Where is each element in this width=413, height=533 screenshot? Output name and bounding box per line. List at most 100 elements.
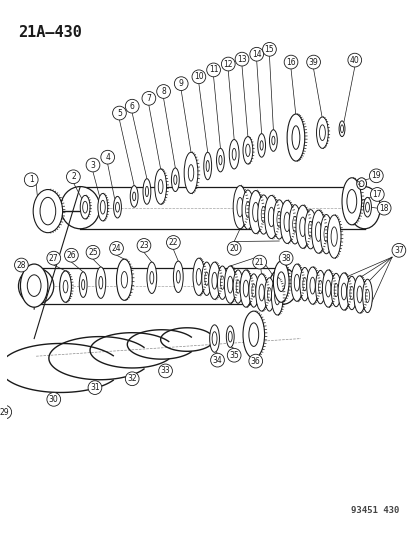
- Ellipse shape: [311, 210, 325, 253]
- Circle shape: [86, 245, 100, 259]
- Ellipse shape: [257, 134, 265, 157]
- Ellipse shape: [255, 274, 267, 311]
- Ellipse shape: [60, 187, 100, 229]
- Ellipse shape: [173, 261, 183, 293]
- Ellipse shape: [337, 273, 349, 310]
- Ellipse shape: [142, 179, 150, 204]
- Ellipse shape: [188, 165, 193, 181]
- Circle shape: [137, 239, 150, 252]
- Ellipse shape: [322, 270, 333, 307]
- Ellipse shape: [304, 209, 316, 249]
- Text: 38: 38: [281, 254, 290, 263]
- Circle shape: [210, 353, 224, 367]
- Ellipse shape: [217, 266, 227, 300]
- Ellipse shape: [158, 180, 163, 193]
- Ellipse shape: [346, 190, 356, 213]
- Circle shape: [279, 251, 292, 265]
- Circle shape: [262, 43, 275, 56]
- Ellipse shape: [268, 207, 274, 227]
- Ellipse shape: [280, 200, 293, 244]
- Ellipse shape: [245, 144, 249, 157]
- Ellipse shape: [319, 125, 325, 141]
- Text: 17: 17: [372, 190, 381, 199]
- Ellipse shape: [99, 277, 102, 289]
- Ellipse shape: [216, 148, 224, 172]
- Ellipse shape: [40, 197, 56, 225]
- Ellipse shape: [348, 187, 379, 229]
- Text: 10: 10: [194, 72, 203, 82]
- Circle shape: [252, 255, 266, 269]
- Ellipse shape: [33, 190, 62, 233]
- Text: 19: 19: [370, 171, 380, 180]
- Circle shape: [157, 85, 170, 99]
- Circle shape: [248, 354, 262, 368]
- Ellipse shape: [353, 276, 365, 313]
- Circle shape: [166, 236, 180, 249]
- Ellipse shape: [251, 284, 255, 297]
- Ellipse shape: [290, 264, 302, 301]
- Ellipse shape: [115, 203, 119, 212]
- Text: 28: 28: [17, 261, 26, 270]
- Ellipse shape: [346, 276, 356, 310]
- Ellipse shape: [19, 268, 54, 304]
- Ellipse shape: [171, 168, 179, 191]
- Circle shape: [125, 99, 139, 113]
- Ellipse shape: [338, 121, 344, 136]
- Circle shape: [376, 201, 390, 215]
- Ellipse shape: [242, 136, 252, 164]
- Ellipse shape: [291, 126, 299, 149]
- Circle shape: [142, 92, 155, 105]
- Ellipse shape: [232, 148, 235, 160]
- Ellipse shape: [203, 152, 211, 180]
- Ellipse shape: [81, 279, 85, 290]
- Ellipse shape: [83, 201, 88, 213]
- Ellipse shape: [358, 181, 363, 187]
- Text: 27: 27: [49, 254, 58, 263]
- Ellipse shape: [173, 175, 176, 184]
- Ellipse shape: [209, 325, 219, 352]
- Ellipse shape: [340, 125, 343, 133]
- Ellipse shape: [299, 217, 305, 237]
- Text: 15: 15: [264, 45, 274, 54]
- Ellipse shape: [208, 262, 220, 300]
- Circle shape: [227, 349, 240, 362]
- Text: 22: 22: [168, 238, 178, 247]
- Ellipse shape: [96, 267, 105, 298]
- Ellipse shape: [288, 205, 300, 244]
- Ellipse shape: [273, 200, 285, 239]
- Ellipse shape: [132, 192, 135, 201]
- Ellipse shape: [325, 280, 330, 297]
- Ellipse shape: [248, 274, 258, 307]
- Circle shape: [109, 241, 123, 255]
- Circle shape: [283, 55, 297, 69]
- Ellipse shape: [248, 323, 258, 346]
- Ellipse shape: [340, 283, 346, 300]
- Ellipse shape: [269, 130, 277, 151]
- Ellipse shape: [341, 178, 361, 225]
- Ellipse shape: [63, 280, 68, 293]
- Text: 30: 30: [49, 395, 59, 404]
- Text: 23: 23: [139, 241, 148, 250]
- Ellipse shape: [235, 280, 240, 293]
- Text: 20: 20: [229, 244, 238, 253]
- Text: 16: 16: [285, 58, 295, 67]
- Ellipse shape: [363, 197, 370, 217]
- Text: 8: 8: [161, 87, 166, 96]
- Ellipse shape: [259, 141, 263, 150]
- Circle shape: [24, 173, 38, 187]
- Text: 14: 14: [251, 50, 261, 59]
- Ellipse shape: [257, 195, 269, 234]
- Ellipse shape: [261, 207, 265, 222]
- Text: 34: 34: [212, 356, 222, 365]
- Circle shape: [86, 158, 100, 172]
- Ellipse shape: [242, 190, 253, 229]
- Circle shape: [66, 170, 80, 184]
- Ellipse shape: [333, 284, 337, 297]
- Ellipse shape: [274, 288, 279, 305]
- Ellipse shape: [59, 271, 71, 302]
- Ellipse shape: [356, 178, 366, 190]
- Text: 32: 32: [127, 374, 137, 383]
- Ellipse shape: [248, 190, 262, 233]
- Ellipse shape: [27, 275, 41, 296]
- Ellipse shape: [121, 271, 127, 288]
